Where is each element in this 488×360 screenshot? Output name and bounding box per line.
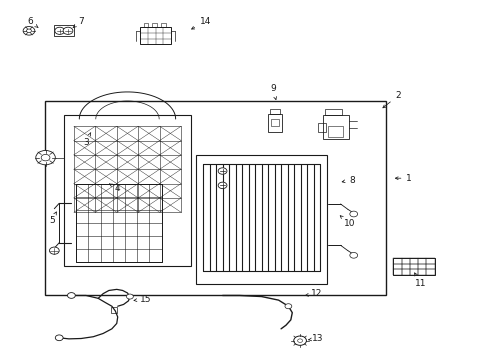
Bar (270, 120, 278, 126)
Text: 11: 11 (414, 273, 426, 288)
Text: 7: 7 (73, 17, 84, 27)
Bar (317, 123, 326, 132)
Circle shape (63, 27, 73, 35)
Bar (322, 116, 348, 139)
Text: 1: 1 (395, 174, 411, 183)
Bar (409, 258, 417, 264)
Text: 6: 6 (27, 17, 38, 27)
Bar (140, 27, 171, 44)
Circle shape (126, 294, 133, 299)
Bar (392, 258, 434, 275)
Bar (269, 109, 279, 114)
Bar (426, 264, 434, 269)
Bar (54, 26, 74, 36)
Circle shape (218, 182, 226, 189)
Text: 2: 2 (382, 91, 400, 108)
Circle shape (293, 336, 306, 345)
Bar (328, 126, 342, 137)
Circle shape (55, 27, 64, 35)
Bar (401, 269, 409, 275)
Bar (152, 23, 157, 27)
Bar (392, 264, 401, 269)
Text: 3: 3 (83, 132, 91, 147)
Bar (143, 23, 148, 27)
Text: 12: 12 (305, 289, 322, 298)
Text: 13: 13 (308, 334, 323, 343)
Text: 9: 9 (269, 84, 276, 100)
Text: 8: 8 (342, 176, 354, 185)
Circle shape (49, 247, 59, 254)
Bar (392, 269, 401, 275)
Bar (195, 155, 327, 284)
Text: 10: 10 (340, 216, 354, 228)
Bar (392, 258, 401, 264)
Bar (76, 184, 161, 262)
Text: 5: 5 (49, 212, 56, 225)
Circle shape (55, 335, 63, 341)
Bar (417, 269, 426, 275)
Circle shape (285, 304, 291, 309)
Circle shape (218, 168, 226, 174)
Bar (417, 258, 426, 264)
Text: 15: 15 (134, 294, 151, 303)
Bar (267, 114, 281, 132)
Circle shape (67, 293, 75, 298)
Bar (409, 264, 417, 269)
Circle shape (36, 150, 55, 165)
Bar (417, 264, 426, 269)
Bar (111, 307, 117, 313)
Text: 14: 14 (191, 17, 211, 29)
Circle shape (349, 252, 357, 258)
Circle shape (23, 27, 35, 35)
Text: 4: 4 (109, 184, 120, 193)
Bar (426, 258, 434, 264)
Bar (401, 258, 409, 264)
Bar (426, 269, 434, 275)
Bar (161, 23, 165, 27)
Bar (64, 116, 190, 266)
Circle shape (349, 211, 357, 217)
Bar (409, 269, 417, 275)
Bar (44, 101, 385, 295)
Bar (401, 264, 409, 269)
Bar (325, 109, 341, 116)
